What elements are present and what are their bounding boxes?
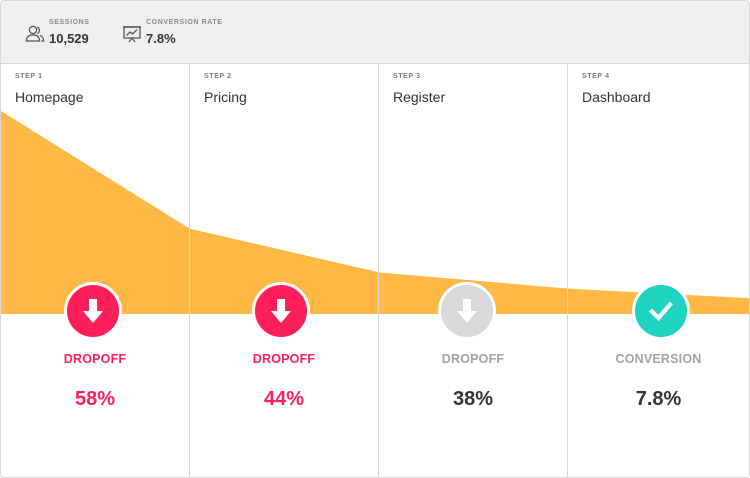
metric-label: DROPOFF: [441, 352, 505, 366]
arrow-down-icon: [457, 299, 477, 323]
dropoff-badge: [438, 282, 496, 340]
funnel-area: [1, 111, 749, 314]
step-number: STEP 1: [15, 73, 43, 80]
funnel-area-shape: [1, 111, 749, 314]
metric-value: 38%: [452, 388, 494, 410]
step-number: STEP 4: [582, 73, 610, 80]
metric-value: 58%: [74, 388, 116, 410]
sessions-label: SESSIONS: [49, 19, 90, 26]
conversion-rate-label: CONVERSION RATE: [146, 19, 223, 26]
funnel-step-dashboard[interactable]: STEP 4 Dashboard CONVERSION 7.8%: [568, 64, 749, 477]
step-title: Pricing: [204, 89, 247, 105]
arrow-down-icon: [271, 299, 291, 323]
arrow-down-icon: [83, 299, 103, 323]
step-number: STEP 2: [204, 73, 232, 80]
metric-value: 7.8%: [635, 388, 682, 410]
dropoff-badge: [64, 282, 122, 340]
step-title: Homepage: [15, 89, 84, 105]
presentation-chart-icon: [123, 26, 141, 43]
sessions-value: 10,529: [49, 31, 89, 46]
summary-header: SESSIONS 10,529 CONVERSION RATE 7.8%: [1, 1, 749, 64]
checkmark-icon: [649, 301, 673, 322]
funnel-step-pricing[interactable]: STEP 2 Pricing DROPOFF 44%: [190, 64, 379, 477]
funnel-chart: STEP 1 Homepage DROPOFF 58% STEP 2 Prici…: [1, 64, 749, 477]
conversion-badge: [632, 282, 690, 340]
funnel-step-homepage[interactable]: STEP 1 Homepage DROPOFF 58%: [1, 64, 190, 477]
funnel-step-register[interactable]: STEP 3 Register DROPOFF 38%: [379, 64, 568, 477]
conversion-rate-value: 7.8%: [146, 31, 176, 46]
metric-label: DROPOFF: [63, 352, 127, 366]
metric-value: 44%: [263, 388, 305, 410]
step-number: STEP 3: [393, 73, 421, 80]
dropoff-badge: [252, 282, 310, 340]
metric-label: CONVERSION: [615, 352, 702, 366]
step-title: Register: [393, 89, 446, 105]
step-title: Dashboard: [582, 89, 651, 105]
users-icon: [25, 25, 45, 42]
metric-label: DROPOFF: [252, 352, 316, 366]
